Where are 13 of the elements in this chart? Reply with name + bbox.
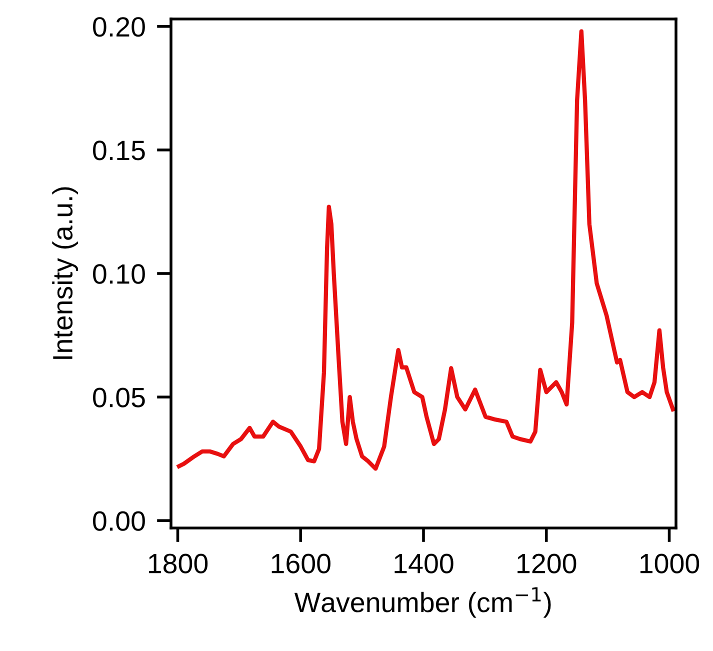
y-tick-label: 0.15 [93, 140, 145, 160]
x-tick-label: 1400 [394, 554, 454, 574]
y-axis-title: Intensity (a.u.) [52, 187, 78, 359]
x-tick-label: 1800 [148, 554, 208, 574]
y-tick-label: 0.20 [93, 17, 145, 37]
y-tick-label: 0.05 [93, 388, 145, 408]
y-tick-label: 0.10 [93, 264, 145, 284]
x-tick-label: 1600 [272, 554, 330, 574]
x-tick-label: 1000 [640, 554, 700, 574]
line-series [176, 29, 676, 471]
y-tick-label: 0.00 [93, 511, 145, 531]
x-axis-title: Wavenumber (cm$^{−1}$) [294, 587, 551, 618]
x-tick-label: 1200 [518, 554, 576, 574]
